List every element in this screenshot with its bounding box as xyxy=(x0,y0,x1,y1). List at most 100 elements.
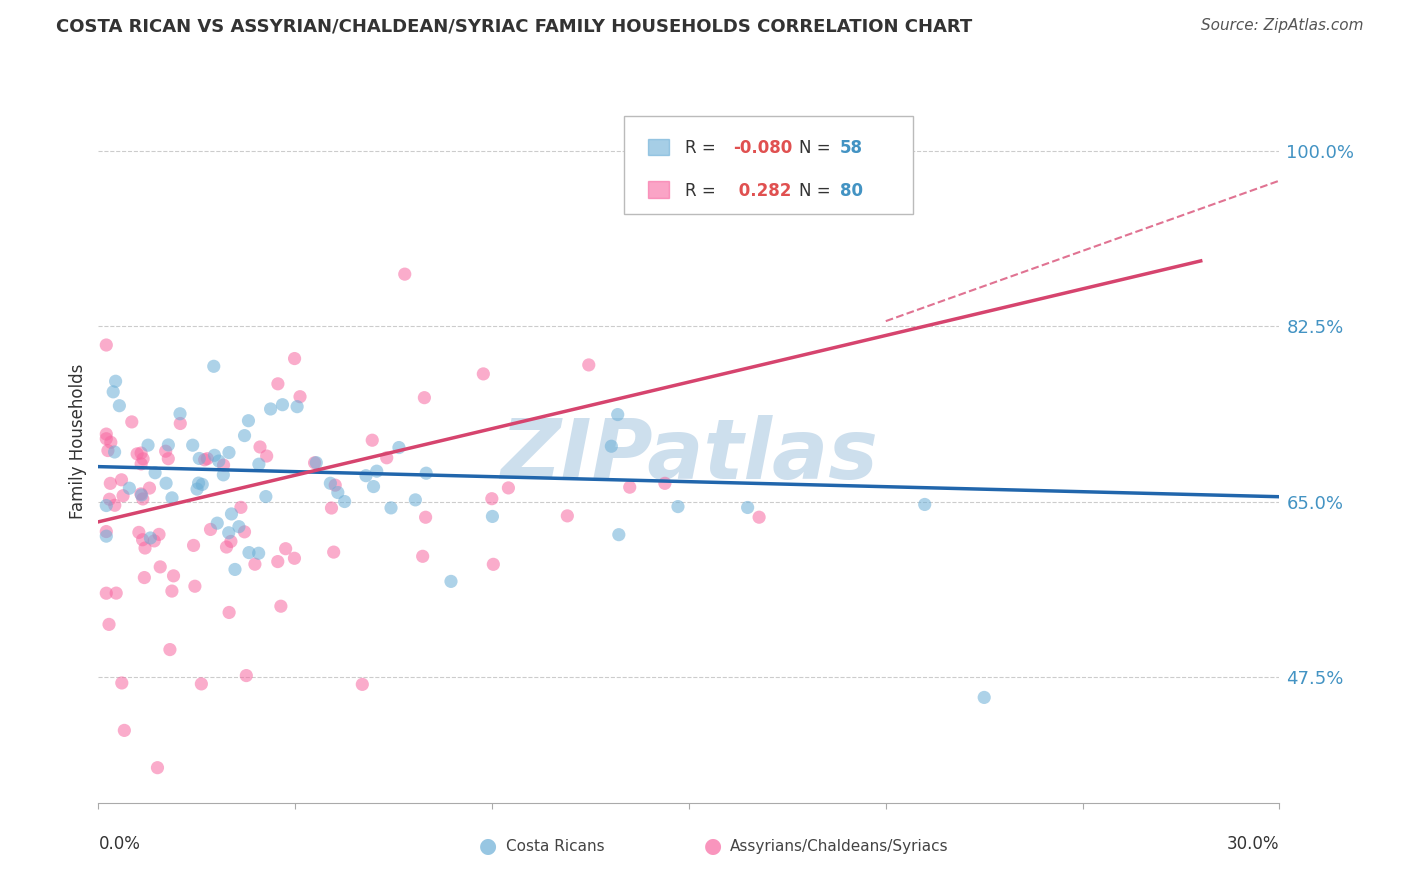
Point xyxy=(498,481,520,495)
Point xyxy=(666,500,689,514)
Point xyxy=(132,451,155,466)
Point xyxy=(380,500,402,515)
Point xyxy=(194,452,217,467)
Point xyxy=(228,519,250,533)
Point xyxy=(375,450,398,465)
Point xyxy=(219,534,242,549)
Point xyxy=(104,445,127,459)
Point xyxy=(131,488,153,502)
Point xyxy=(143,533,166,548)
Point xyxy=(404,492,426,507)
Point xyxy=(284,351,307,366)
Point xyxy=(200,523,222,537)
Bar xyxy=(648,138,669,155)
Point xyxy=(224,562,246,576)
Point xyxy=(352,677,374,691)
Point xyxy=(98,476,121,491)
Point xyxy=(162,569,184,583)
Point xyxy=(413,391,436,405)
Point xyxy=(249,440,271,454)
Point xyxy=(212,467,235,482)
Point xyxy=(134,570,156,584)
Point xyxy=(157,451,180,466)
Point xyxy=(129,457,152,471)
Point xyxy=(212,458,235,472)
Point xyxy=(104,498,127,512)
Text: N =: N = xyxy=(799,139,835,157)
Point xyxy=(121,415,143,429)
Point xyxy=(619,480,641,494)
Point xyxy=(105,586,128,600)
Point xyxy=(238,545,260,559)
Point xyxy=(366,464,388,478)
Point xyxy=(131,533,153,547)
Point xyxy=(96,524,118,539)
Point xyxy=(208,454,231,468)
Text: ZIPatlas: ZIPatlas xyxy=(501,416,877,497)
Text: 0.282: 0.282 xyxy=(733,182,792,200)
Point xyxy=(578,358,600,372)
Text: Costa Ricans: Costa Ricans xyxy=(506,838,605,854)
Point xyxy=(108,399,131,413)
Point xyxy=(146,761,169,775)
Point xyxy=(136,438,159,452)
Point xyxy=(188,451,211,466)
Point xyxy=(440,574,463,589)
Point xyxy=(110,473,132,487)
Text: 30.0%: 30.0% xyxy=(1227,835,1279,854)
Point xyxy=(129,446,152,460)
Point xyxy=(394,267,416,281)
Point xyxy=(169,417,191,431)
Point xyxy=(415,466,437,480)
Text: 58: 58 xyxy=(841,139,863,157)
Point xyxy=(221,507,243,521)
Point xyxy=(354,468,377,483)
Point xyxy=(304,456,326,470)
Point xyxy=(98,492,121,507)
Point xyxy=(607,527,630,541)
Point xyxy=(195,451,218,466)
Point xyxy=(274,541,297,556)
Point xyxy=(267,555,290,569)
Point xyxy=(155,444,177,458)
Point xyxy=(233,524,256,539)
Point xyxy=(155,476,177,491)
Point xyxy=(363,479,385,493)
Point xyxy=(283,551,305,566)
Point xyxy=(321,501,343,516)
Text: -0.080: -0.080 xyxy=(733,139,792,157)
Point xyxy=(187,476,209,491)
Point xyxy=(218,525,240,540)
Point xyxy=(254,490,277,504)
Text: COSTA RICAN VS ASSYRIAN/CHALDEAN/SYRIAC FAMILY HOUSEHOLDS CORRELATION CHART: COSTA RICAN VS ASSYRIAN/CHALDEAN/SYRIAC … xyxy=(56,18,973,36)
Point xyxy=(215,540,238,554)
Point xyxy=(204,448,226,462)
Point xyxy=(96,499,118,513)
Point xyxy=(149,560,172,574)
Text: ●: ● xyxy=(703,836,721,856)
Point xyxy=(247,546,270,560)
Point xyxy=(259,401,281,416)
Point xyxy=(270,599,292,614)
Text: N =: N = xyxy=(799,182,835,200)
Point xyxy=(96,427,118,442)
Point xyxy=(361,434,384,448)
Point xyxy=(118,481,141,495)
Point xyxy=(160,491,183,505)
Point xyxy=(481,509,503,524)
Point xyxy=(104,374,127,388)
Point xyxy=(288,390,311,404)
Point xyxy=(112,489,135,503)
Point xyxy=(472,367,495,381)
Point xyxy=(285,400,308,414)
Point xyxy=(96,432,118,446)
Point xyxy=(97,443,120,458)
Point xyxy=(238,414,260,428)
Point xyxy=(132,491,155,506)
Point xyxy=(748,510,770,524)
Point xyxy=(323,478,346,492)
Point xyxy=(247,457,270,471)
Text: R =: R = xyxy=(685,182,721,200)
Point xyxy=(233,428,256,442)
Text: R =: R = xyxy=(685,139,721,157)
